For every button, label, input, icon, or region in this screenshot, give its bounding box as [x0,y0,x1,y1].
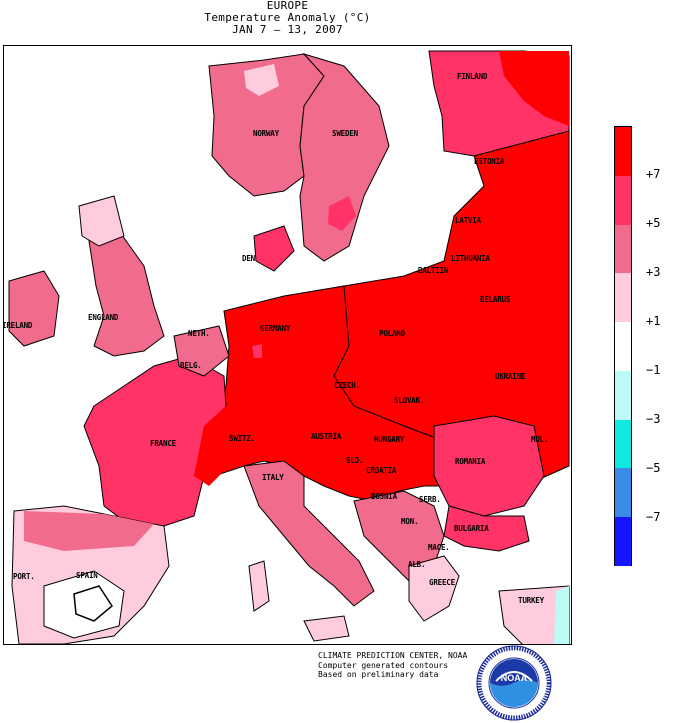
legend-swatch-7 [615,419,631,469]
bulgaria-region [443,505,530,552]
label-austria: AUSTRIA [311,432,342,441]
romania-region [433,415,545,517]
label-belarus: BELARUS [480,295,511,304]
greece-region [408,555,460,622]
germany-light-spot [252,344,262,358]
legend-label-plus7: +7 [646,167,661,181]
label-slovak: SLOVAK. [394,396,425,405]
map-subtitle: Temperature Anomaly (°C) [204,11,371,24]
sweden-hot-spot [328,196,356,231]
credit-note: Based on preliminary data [318,670,439,679]
norway-coast-light [244,64,279,96]
turkey-region [498,585,570,644]
turkey-cool-edge [554,586,569,644]
map-canvas [4,46,571,644]
label-ireland: IRELAND [3,321,33,330]
label-lithuania: LITHUANIA [451,254,490,263]
label-norway: NORWAY [253,129,279,138]
noaa-logo-text: NOAA [501,673,528,683]
legend-swatch-5 [615,322,631,371]
legend-label-minus1: −1 [646,363,661,377]
label-england: ENGLAND [88,313,119,322]
denmark-region [253,225,295,272]
italy-region [243,460,375,607]
label-latvia: LATVIA [455,216,481,225]
label-finland: FINLAND [457,72,488,81]
label-estonia: ESTONIA [474,157,505,166]
legend-label-plus5: +5 [646,216,661,230]
noaa-logo-icon: NOAA NATIONAL OCEANIC AND ATMOSPHERIC AD… [476,645,552,721]
label-czech: CZECH. [334,381,360,390]
label-serbia: SERB. [419,495,441,504]
label-hungary: HUNGARY [374,435,405,444]
label-romania: ROMANIA [455,457,486,466]
label-netherlands: NETH. [188,329,210,338]
label-denmark: DEN [242,254,255,263]
chart-header: EUROPE Temperature Anomaly (°C) JAN 7 – … [0,0,575,36]
label-turkey: TURKEY [518,596,544,605]
sweden-region [299,53,390,262]
legend-swatch-9 [615,517,631,566]
scotland-region [78,195,125,247]
region-title: EUROPE [266,0,309,12]
legend-swatch-1 [615,127,631,176]
label-croatia: CROATIA [366,466,397,475]
legend-label-plus3: +3 [646,265,661,279]
label-bosnia: BOSNIA [371,492,397,501]
iberia-neutral-core [43,570,125,639]
legend-swatch-2 [615,175,631,225]
legend-label-minus7: −7 [646,510,661,524]
legend-label-plus1: +1 [646,314,661,328]
credit-source: CLIMATE PREDICTION CENTER, NOAA [318,651,468,660]
label-poland: POLAND [379,329,405,338]
legend-label-minus3: −3 [646,412,661,426]
label-spain: SPAIN [76,571,98,580]
date-range: JAN 7 – 13, 2007 [232,23,343,36]
anomaly-map: FINLAND NORWAY SWEDEN ESTONIA LATVIA LIT… [3,45,572,645]
label-germany: GERMANY [260,324,291,333]
label-bulgaria: BULGARIA [454,524,489,533]
legend-swatch-6 [615,370,631,420]
label-macedonia: MACE. [428,543,450,552]
britain-region [88,230,165,357]
sicily-region [303,615,350,642]
label-montenegro: MON. [401,517,419,526]
label-ukraine: UKRAINE [495,372,526,381]
label-moldova: MOL. [531,435,549,444]
sardinia-region [248,560,270,612]
label-sweden: SWEDEN [332,129,358,138]
iberia-north-warm [24,511,154,551]
label-albania: ALB. [408,560,426,569]
benelux-region [173,325,230,377]
legend-label-minus5: −5 [646,461,661,475]
label-france: FRANCE [150,439,176,448]
color-legend [614,126,632,566]
legend-swatch-8 [615,468,631,517]
iberia-cool-contour [73,585,113,622]
label-belgium: BELG. [180,361,202,370]
label-italy: ITALY [262,473,284,482]
label-portugal: PORT. [13,572,35,581]
label-switzerland: SWITZ. [229,434,255,443]
ireland-region [8,270,60,347]
label-slovenia: SLO. [346,456,364,465]
credit-block: CLIMATE PREDICTION CENTER, NOAA Computer… [318,651,467,680]
label-greece: GREECE [429,578,455,587]
legend-swatch-4 [615,273,631,322]
credit-method: Computer generated contours [318,660,449,670]
france-east-hot [194,406,229,486]
legend-swatch-3 [615,224,631,274]
label-baltiin: BALTIIN [418,266,449,275]
finland-hot-spot [499,51,569,126]
